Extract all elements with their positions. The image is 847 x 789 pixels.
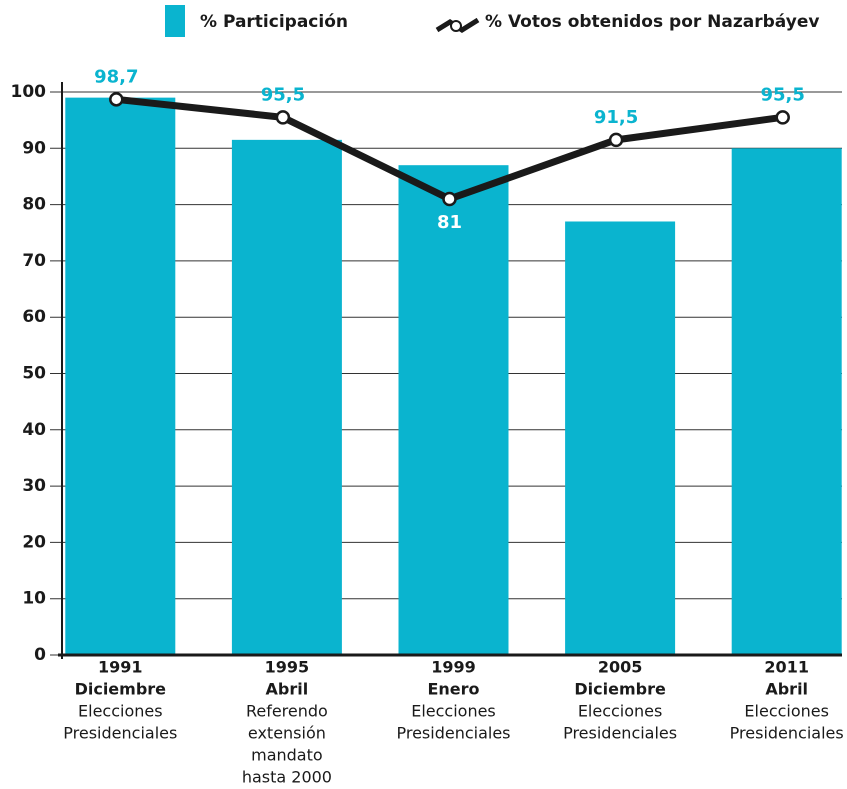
x-tick-desc: Elecciones bbox=[78, 702, 163, 721]
x-tick-desc: Presidenciales bbox=[730, 724, 844, 743]
y-tick-label: 100 bbox=[11, 82, 47, 102]
x-tick-desc: Presidenciales bbox=[396, 724, 510, 743]
x-tick-month: Enero bbox=[427, 680, 479, 699]
x-tick-month: Diciembre bbox=[574, 680, 666, 699]
legend-label: % Votos obtenidos por Nazarbáyev bbox=[485, 12, 819, 32]
line-point bbox=[109, 92, 124, 107]
x-tick-label: 1999 bbox=[431, 658, 476, 677]
data-label: 91,5 bbox=[594, 107, 638, 128]
y-tick-label: 80 bbox=[22, 195, 46, 215]
bar bbox=[731, 148, 842, 656]
x-tick-desc: Presidenciales bbox=[563, 724, 677, 743]
line-point bbox=[442, 191, 457, 207]
x-tick-month: Abril bbox=[266, 680, 309, 699]
legend-point bbox=[450, 20, 462, 32]
legend-label: % Participación bbox=[200, 12, 348, 32]
x-tick-desc: Elecciones bbox=[411, 702, 496, 721]
x-tick-month: Abril bbox=[765, 680, 808, 699]
y-tick-label: 90 bbox=[22, 138, 46, 158]
bar bbox=[65, 97, 176, 655]
x-tick-desc: Elecciones bbox=[744, 702, 829, 721]
y-tick-label: 0 bbox=[34, 645, 46, 665]
data-label: 95,5 bbox=[261, 84, 305, 105]
x-tick-desc: Presidenciales bbox=[63, 724, 177, 743]
x-tick-label: 2011 bbox=[764, 658, 809, 677]
y-tick-label: 10 bbox=[22, 589, 46, 609]
y-tick-label: 40 bbox=[22, 420, 46, 440]
x-tick-desc: mandato bbox=[251, 746, 323, 765]
bar bbox=[565, 221, 676, 656]
bar bbox=[398, 165, 509, 655]
data-label: 98,7 bbox=[94, 66, 138, 87]
x-tick-desc: Referendo bbox=[246, 702, 328, 721]
data-label: 95,5 bbox=[760, 84, 804, 105]
x-tick-desc: hasta 2000 bbox=[242, 768, 332, 787]
y-tick-label: 30 bbox=[22, 476, 46, 496]
y-tick-label: 60 bbox=[22, 307, 46, 327]
x-tick-month: Diciembre bbox=[75, 680, 167, 699]
x-tick-label: 1991 bbox=[98, 658, 143, 677]
y-tick-label: 20 bbox=[22, 532, 46, 552]
x-tick-desc: Elecciones bbox=[578, 702, 663, 721]
x-tick-desc: extensión bbox=[248, 724, 326, 743]
line-point bbox=[608, 132, 624, 148]
line-point bbox=[275, 110, 291, 125]
bar bbox=[231, 139, 342, 656]
line-point bbox=[775, 110, 790, 125]
x-tick-label: 2005 bbox=[598, 658, 643, 677]
x-tick-label: 1995 bbox=[265, 658, 310, 677]
data-label: 81 bbox=[437, 212, 462, 233]
y-tick-label: 50 bbox=[22, 364, 46, 384]
y-tick-label: 70 bbox=[22, 251, 46, 271]
legend-swatch bbox=[165, 5, 185, 37]
